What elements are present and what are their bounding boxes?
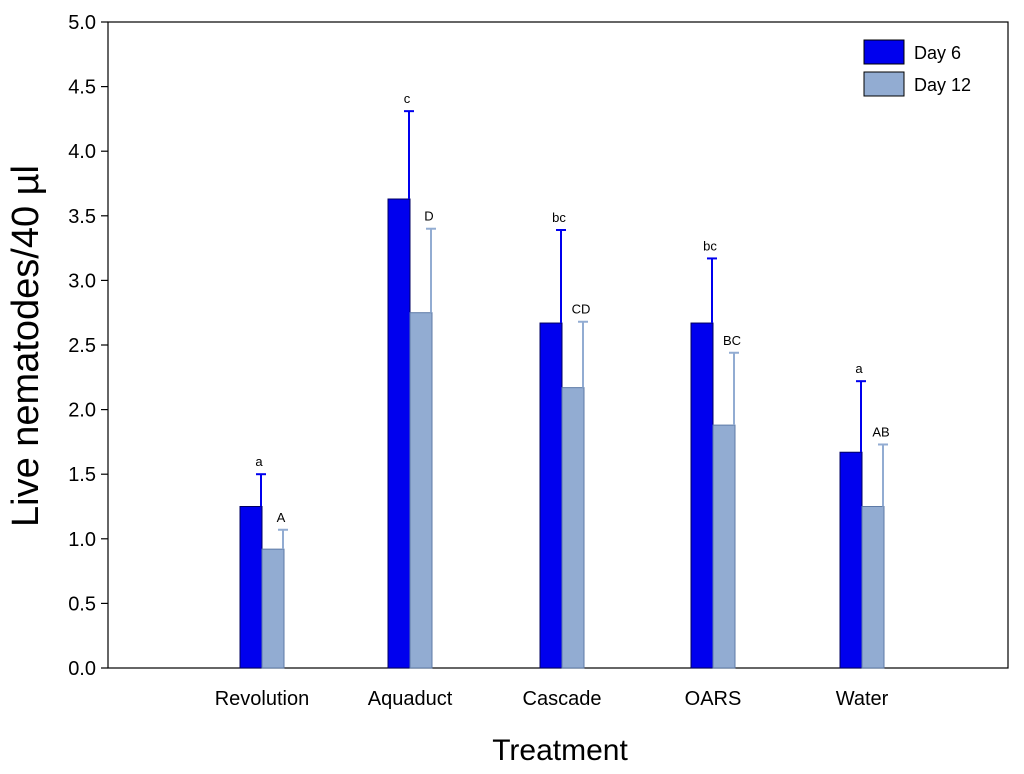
legend-label: Day 6	[914, 43, 961, 63]
bar	[239, 506, 263, 669]
bar	[539, 322, 563, 669]
y-tick-label: 4.5	[68, 77, 96, 99]
bar	[861, 506, 885, 669]
significance-label: D	[424, 209, 433, 224]
legend-swatch	[863, 39, 905, 65]
y-tick-label: 0.5	[68, 593, 96, 615]
significance-label: CD	[572, 302, 591, 317]
bar	[712, 424, 736, 669]
y-tick-label: 3.5	[68, 206, 96, 228]
x-tick-label: Water	[836, 688, 889, 710]
significance-label: c	[404, 91, 411, 106]
x-tick-label: Aquaduct	[368, 688, 453, 710]
legend-swatch	[863, 71, 905, 97]
significance-label: BC	[723, 333, 741, 348]
x-tick-label: Revolution	[215, 688, 310, 710]
significance-label: A	[277, 510, 286, 525]
bar	[261, 548, 285, 669]
y-tick-label: 1.5	[68, 464, 96, 486]
x-axis-title: Treatment	[492, 734, 628, 767]
bar	[409, 312, 433, 669]
legend-label: Day 12	[914, 75, 971, 95]
y-tick-label: 3.0	[68, 270, 96, 292]
y-tick-label: 0.0	[68, 658, 96, 680]
x-tick-label: Cascade	[523, 688, 602, 710]
bar	[561, 387, 585, 669]
y-tick-label: 2.0	[68, 400, 96, 422]
significance-label: bc	[703, 238, 717, 253]
bar	[839, 451, 863, 669]
y-tick-label: 2.5	[68, 335, 96, 357]
y-tick-label: 5.0	[68, 12, 96, 34]
x-tick-label: OARS	[685, 688, 742, 710]
significance-label: a	[855, 361, 863, 376]
y-tick-label: 4.0	[68, 141, 96, 163]
bar	[690, 322, 714, 669]
significance-label: a	[255, 454, 263, 469]
bar	[387, 198, 411, 669]
y-tick-label: 1.0	[68, 529, 96, 551]
significance-label: bc	[552, 210, 566, 225]
y-axis-title: Live nematodes/40 µl	[5, 165, 47, 527]
significance-label: AB	[872, 424, 889, 439]
